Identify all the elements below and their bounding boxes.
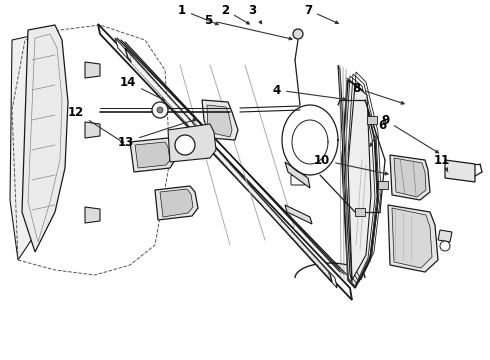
Polygon shape	[390, 155, 430, 200]
Polygon shape	[285, 205, 312, 224]
Circle shape	[157, 107, 163, 113]
Circle shape	[293, 29, 303, 39]
Polygon shape	[125, 48, 332, 282]
Text: 4: 4	[273, 84, 346, 100]
Text: 12: 12	[68, 105, 123, 143]
Polygon shape	[85, 122, 100, 138]
Text: 7: 7	[304, 4, 338, 23]
Text: 5: 5	[204, 14, 292, 40]
Text: 1: 1	[178, 4, 218, 25]
Text: 13: 13	[118, 119, 196, 149]
Circle shape	[152, 102, 168, 118]
Polygon shape	[85, 207, 100, 223]
Text: 8: 8	[352, 81, 404, 104]
Polygon shape	[342, 80, 378, 288]
Polygon shape	[355, 208, 365, 216]
Polygon shape	[338, 65, 352, 282]
Polygon shape	[22, 25, 68, 252]
Circle shape	[440, 241, 450, 251]
Polygon shape	[115, 38, 337, 288]
Polygon shape	[367, 116, 377, 124]
Polygon shape	[438, 230, 452, 242]
Polygon shape	[10, 35, 48, 260]
Text: 9: 9	[381, 113, 439, 153]
Polygon shape	[378, 181, 388, 189]
Polygon shape	[392, 208, 432, 268]
FancyBboxPatch shape	[291, 175, 305, 185]
Polygon shape	[285, 162, 310, 188]
Polygon shape	[130, 55, 330, 278]
Text: 6: 6	[370, 118, 386, 147]
Text: 3: 3	[248, 4, 262, 24]
Polygon shape	[85, 62, 100, 78]
Circle shape	[175, 135, 195, 155]
Polygon shape	[445, 160, 475, 182]
Polygon shape	[160, 189, 193, 217]
Text: 11: 11	[434, 153, 450, 172]
Polygon shape	[98, 24, 352, 300]
Polygon shape	[207, 105, 232, 137]
Polygon shape	[155, 186, 198, 220]
Polygon shape	[202, 100, 238, 140]
Text: 2: 2	[221, 4, 249, 24]
Polygon shape	[130, 138, 175, 172]
Text: 10: 10	[314, 153, 388, 175]
Polygon shape	[394, 158, 426, 197]
Polygon shape	[168, 124, 216, 162]
Polygon shape	[348, 85, 371, 280]
Text: 14: 14	[120, 76, 165, 100]
Polygon shape	[135, 142, 170, 168]
Polygon shape	[388, 205, 438, 272]
